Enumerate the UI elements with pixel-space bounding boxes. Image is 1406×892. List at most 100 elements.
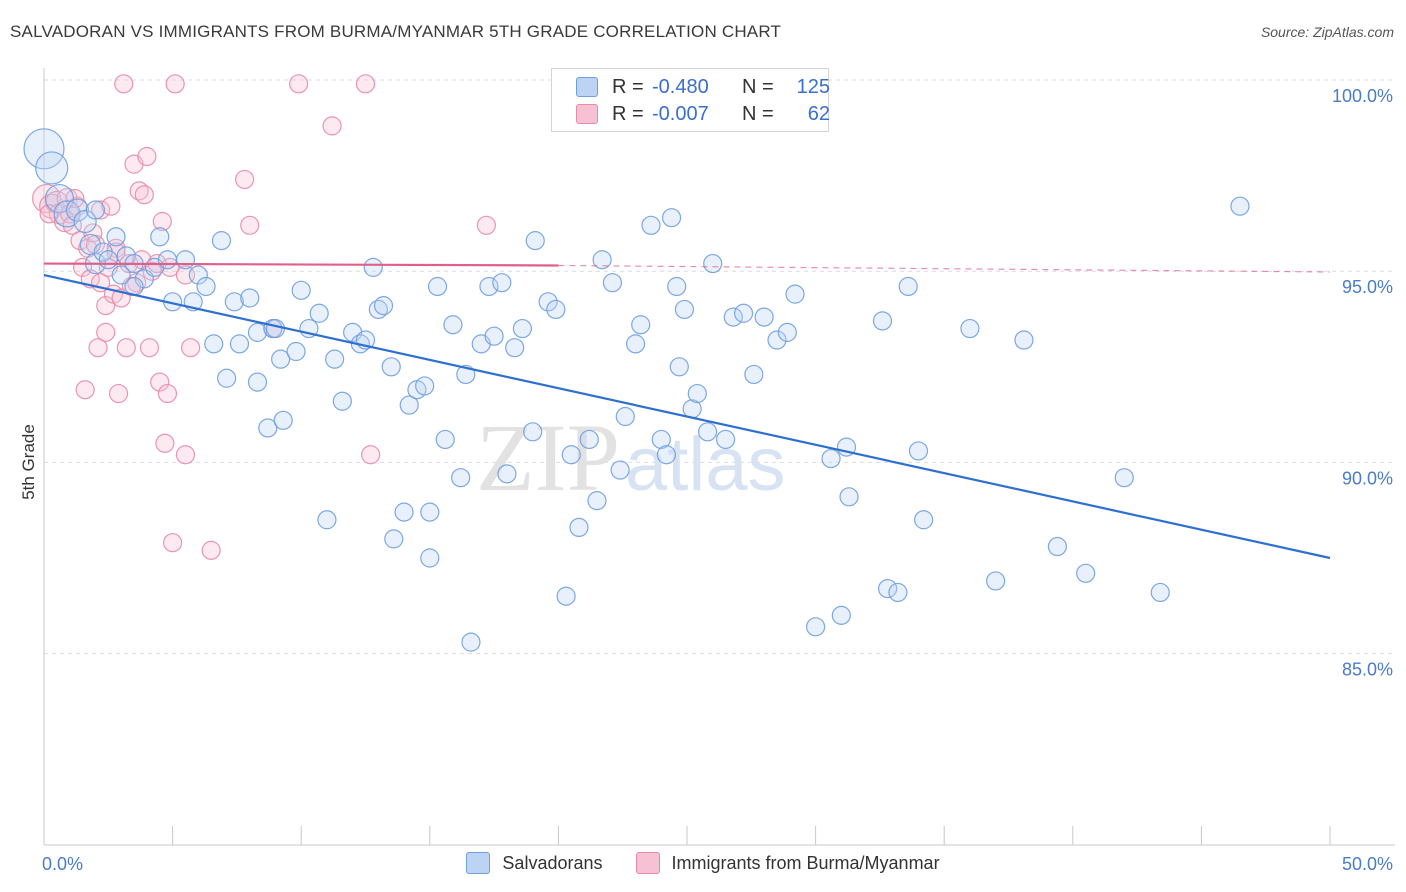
salvadoran-point: [317, 510, 337, 530]
burma-point: [157, 383, 178, 404]
salvadoran-point: [960, 318, 980, 339]
burma-point: [139, 338, 160, 358]
salvadoran-point: [821, 448, 841, 469]
salvadoran-point: [188, 265, 208, 285]
r-label: R =: [612, 102, 644, 125]
salvadoran-point: [872, 311, 893, 331]
legend-label-burma: Immigrants from Burma/Myanmar: [671, 852, 940, 873]
legend-label-salvadorans: Salvadorans: [502, 852, 603, 873]
salvadoran-point: [65, 198, 90, 222]
salvadoran-point: [641, 215, 661, 235]
salvadoran-point: [435, 429, 455, 450]
salvadoran-point: [111, 265, 131, 285]
salvadoran-point: [150, 227, 170, 247]
burma-point: [137, 146, 157, 167]
salvadoran-point: [273, 410, 293, 430]
trend-lines: [43, 262, 1331, 560]
salvadoran-point: [399, 395, 419, 415]
salvadoran-point: [561, 445, 581, 465]
gridlines: [44, 79, 1395, 655]
n-label: N =: [742, 102, 774, 125]
salvadoran-point: [420, 548, 440, 568]
salvadoran-point: [523, 422, 543, 442]
salvadoran-point: [610, 460, 630, 480]
salvadoran-point: [204, 334, 224, 354]
salvadoran-point: [631, 315, 651, 335]
salvadoran-point: [656, 445, 677, 465]
salvadoran-point: [265, 318, 286, 339]
burma-trend-extension: [558, 264, 1331, 273]
legend-swatch-pink: [635, 852, 660, 874]
y-tick-label: 85.0%: [1342, 660, 1393, 680]
salvadoran-point: [546, 299, 566, 320]
salvadoran-point: [898, 276, 918, 297]
burma-point: [90, 200, 111, 220]
burma-point: [150, 372, 170, 392]
legend-swatch-blue: [466, 852, 491, 874]
tick-labels: 100.0% 95.0% 90.0% 85.0% 0.0% 50.0%: [42, 86, 1393, 874]
salvadoran-point: [196, 276, 216, 297]
salvadoran-point: [744, 364, 764, 385]
y-tick-label: 90.0%: [1342, 468, 1393, 488]
salvadoran-point: [211, 231, 232, 251]
salvadoran-point: [368, 299, 388, 320]
salvadoran-point: [715, 429, 736, 450]
burma-point: [165, 74, 185, 94]
burma-point: [96, 296, 116, 316]
salvadoran-point: [723, 307, 743, 327]
salvadoran-point: [325, 349, 345, 369]
salvadoran-point: [373, 296, 394, 316]
x-tick-label: 0.0%: [42, 854, 83, 874]
salvadoran-point: [23, 128, 65, 170]
salvadoran-point: [1076, 563, 1096, 583]
stats-row-burma: R = -0.007 N = 62: [576, 100, 830, 128]
salvadoran-point: [805, 617, 826, 637]
salvadoran-point: [461, 632, 481, 652]
salvadoran-point: [479, 276, 499, 297]
series-salvadorans-points: [23, 128, 1250, 652]
pink-swatch: [576, 104, 598, 124]
series-burma-points: [31, 74, 496, 560]
salvadoran-point: [505, 338, 525, 358]
salvadoran-point: [651, 429, 671, 450]
salvadoran-point: [85, 200, 106, 220]
salvadoran-point: [914, 510, 934, 530]
salvadoran-point: [1047, 536, 1067, 557]
burma-point: [235, 169, 255, 190]
r-value: -0.480: [652, 75, 709, 98]
salvadoran-point: [777, 322, 797, 342]
x-tick-label: 50.0%: [1342, 854, 1393, 874]
burma-point: [96, 322, 116, 342]
salvadoran-point: [556, 586, 576, 606]
burma-trend-line: [43, 262, 559, 267]
legend-item-salvadorans[interactable]: Salvadorans: [466, 852, 603, 874]
burma-point: [201, 540, 221, 560]
watermark-atlas: atlas: [625, 422, 786, 507]
blue-swatch: [576, 77, 598, 97]
salvadoran-point: [785, 284, 805, 304]
burma-point: [355, 74, 376, 94]
burma-point: [116, 338, 136, 358]
salvadoran-point: [512, 318, 532, 339]
salvadoran-point: [384, 529, 404, 549]
n-value: 62: [807, 102, 830, 125]
chart-legend: Salvadorans Immigrants from Burma/Myanma…: [0, 852, 1406, 879]
salvadoran-point: [271, 349, 291, 369]
burma-point: [181, 338, 201, 358]
salvadoran-point: [625, 334, 646, 354]
salvadoran-point: [309, 303, 329, 323]
salvadoran-point: [217, 368, 237, 388]
burma-point: [361, 445, 381, 465]
salvadoran-point: [592, 250, 612, 270]
salvadoran-point: [443, 315, 463, 335]
salvadoran-point: [73, 209, 97, 234]
legend-item-burma[interactable]: Immigrants from Burma/Myanmar: [635, 852, 940, 874]
source-label: Source: ZipAtlas.com: [1260, 24, 1394, 40]
salvadoran-point: [381, 357, 401, 377]
watermark: ZIP atlas: [476, 404, 786, 511]
salvadoran-point: [587, 491, 607, 511]
salvadoran-point: [839, 487, 859, 507]
burma-point: [322, 116, 342, 136]
salvadoran-point: [497, 464, 517, 484]
salvadoran-point: [525, 231, 545, 251]
